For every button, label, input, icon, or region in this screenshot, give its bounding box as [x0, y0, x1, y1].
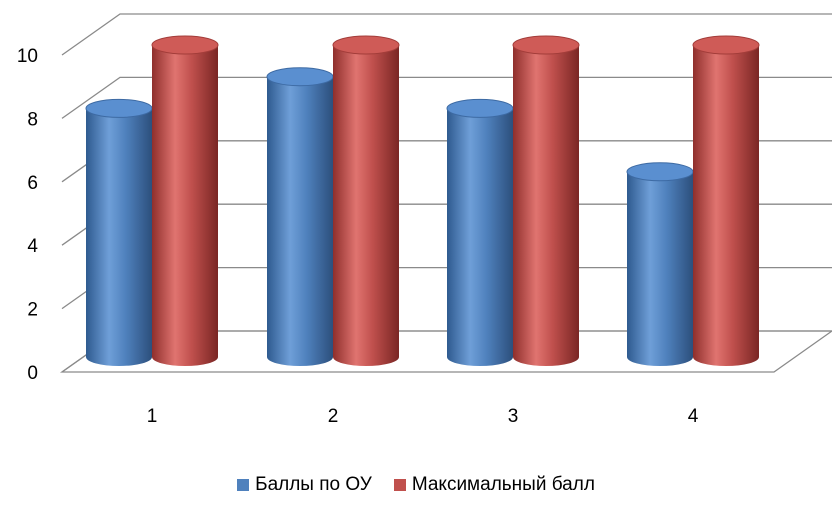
bar-series-1-cat-2: [266, 67, 334, 366]
legend-item-series-2: Максимальный балл: [393, 474, 595, 496]
y-tick-label: 2: [27, 300, 38, 321]
y-tick-label: 10: [17, 46, 38, 67]
gridline: [61, 13, 832, 56]
legend-label-series-2: Максимальный балл: [411, 474, 595, 495]
bar-series-2-cat-3: [512, 35, 580, 366]
legend: Баллы по ОУ Максимальный балл: [0, 474, 832, 496]
y-tick-label: 8: [27, 109, 38, 130]
bar-series-1-cat-3: [446, 98, 514, 367]
y-tick-label: 6: [27, 173, 38, 194]
y-tick-label: 0: [27, 363, 38, 384]
y-tick-label: 4: [27, 236, 38, 257]
x-tick-label: 2: [328, 406, 339, 427]
legend-swatch-red: [393, 479, 406, 491]
x-tick-label: 4: [688, 406, 699, 427]
bar-series-2-cat-4: [692, 35, 760, 366]
bar-series-2-cat-1: [151, 35, 219, 366]
bar-series-1-cat-4: [626, 162, 694, 366]
bar-series-2-cat-2: [332, 35, 400, 366]
x-tick-label: 1: [147, 406, 158, 427]
gridline: [61, 76, 832, 119]
x-tick-label: 3: [508, 406, 519, 427]
bar-series-1-cat-1: [85, 98, 153, 367]
legend-label-series-1: Баллы по ОУ: [255, 474, 372, 495]
legend-item-series-1: Баллы по ОУ: [237, 474, 372, 496]
legend-swatch-blue: [237, 479, 250, 491]
